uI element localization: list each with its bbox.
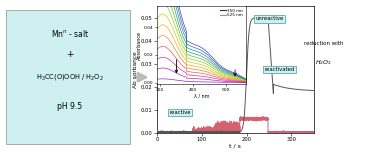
Text: $H_2O_2$: $H_2O_2$ <box>315 58 332 67</box>
Legend: 350 nm, 525 nm: 350 nm, 525 nm <box>219 8 243 18</box>
Text: unreactive: unreactive <box>256 16 284 21</box>
Y-axis label: Absorbance: Absorbance <box>137 31 143 60</box>
Text: H$_3$CC(O)OOH / H$_2$O$_2$: H$_3$CC(O)OOH / H$_2$O$_2$ <box>36 72 104 82</box>
Text: pH 9.5: pH 9.5 <box>57 102 82 111</box>
X-axis label: λ / nm: λ / nm <box>194 93 209 98</box>
X-axis label: t / s: t / s <box>229 143 241 148</box>
FancyBboxPatch shape <box>6 10 130 144</box>
Text: reactivated: reactivated <box>264 67 294 72</box>
Y-axis label: Ab sorbance: Ab sorbance <box>133 51 138 88</box>
Text: reduction with: reduction with <box>304 41 343 46</box>
Text: Mn$^{n}$ - salt: Mn$^{n}$ - salt <box>51 28 89 39</box>
Text: +: + <box>66 49 74 58</box>
Text: reactive: reactive <box>170 110 191 115</box>
